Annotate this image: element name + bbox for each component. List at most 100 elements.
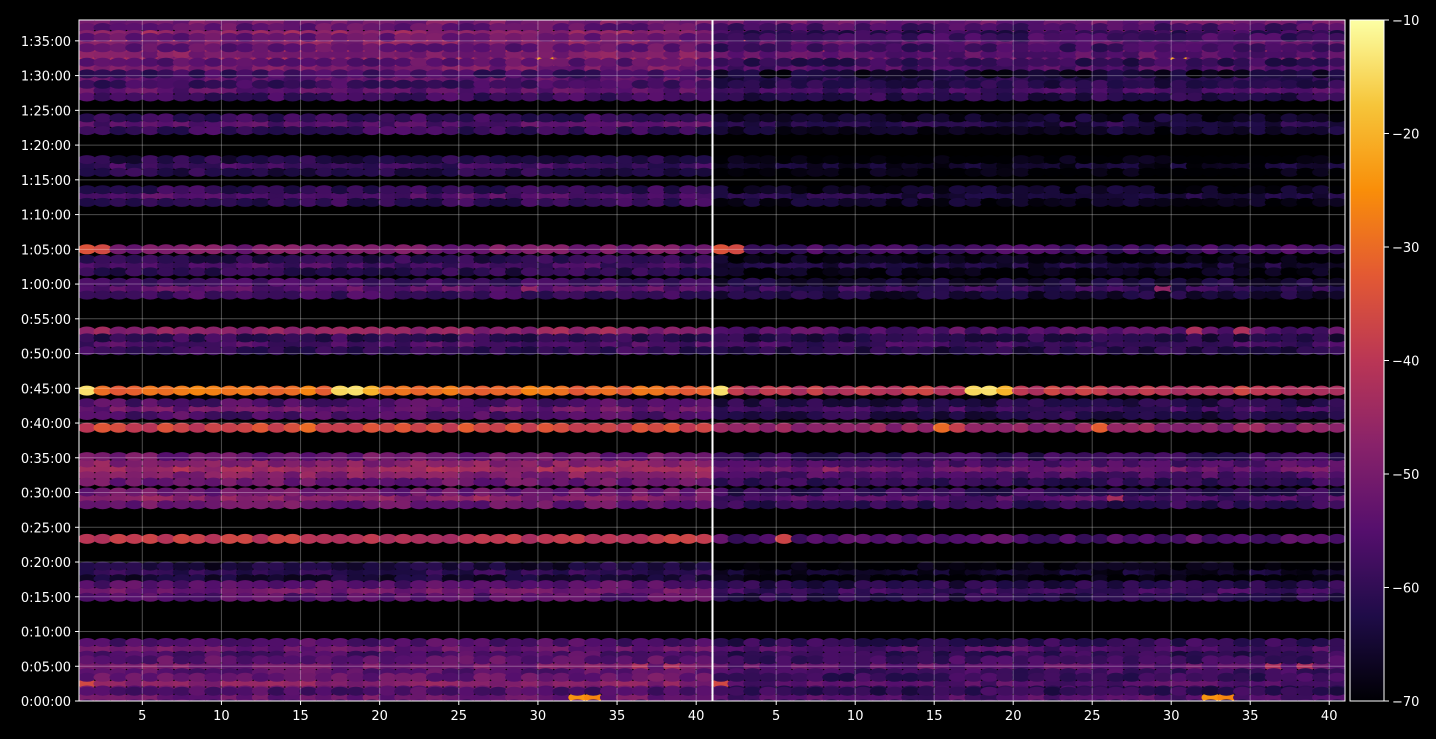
heat-cell-left-band23-r1-x17	[330, 580, 350, 590]
heat-cell-left-band18-r0-x13	[267, 422, 286, 433]
heat-cell-left-band25-r1-x3	[109, 655, 128, 665]
heat-cell-left-band22-r1-x28	[505, 561, 524, 571]
heat-cell-right-band13-r-1-x12	[885, 290, 904, 300]
heat-cell-left-band19-r2-x15	[299, 452, 318, 462]
heat-cell-right-band15-r0-x2	[727, 339, 746, 350]
heat-cell-right-band8-r1-x26	[1106, 113, 1126, 123]
heat-cell-left-band21-r0-x29	[520, 533, 540, 544]
heat-cell-right-band15-r1-x13	[901, 333, 920, 343]
heat-cell-left-band20-r-1-x2	[93, 500, 112, 510]
heat-cell-left-band24-r0-x8	[188, 643, 207, 654]
heat-cell-right-band15-r-1-x28	[1138, 346, 1157, 356]
heat-cell-left-band16-r0-x18	[346, 385, 366, 396]
heat-cell-left-band15-r-1-x28	[505, 346, 524, 356]
heat-cell-left-band16-r0-x37	[647, 385, 666, 396]
heat-cell-right-band15-r-1-x32	[1201, 346, 1220, 356]
heat-cell-right-band7-r1-x16	[948, 79, 968, 89]
heat-cell-right-band12-r-1-x18	[980, 267, 999, 277]
heat-cell-right-band8-r1-x12	[885, 113, 904, 123]
heat-cell-left-band13-r1-x36	[631, 277, 650, 287]
heat-cell-left-band17-r-1-x11	[236, 411, 255, 420]
heat-cell-right-band9-r1-x34	[1233, 155, 1252, 165]
heat-cell-left-band19-r2-x19	[362, 452, 381, 462]
heat-cell-left-band8-r-1-x30	[536, 126, 555, 136]
heat-cell-left-band9-r1-x17	[330, 155, 350, 165]
heat-cell-left-band13-r0-x28	[505, 283, 524, 294]
heat-cell-right-band8-r1-x29	[1154, 113, 1173, 123]
heat-cell-left-band23-r-1-x16	[315, 592, 334, 602]
heat-cell-left-band19-r-2-x16	[315, 477, 334, 487]
heat-cell-left-band15-r-1-x5	[141, 346, 160, 356]
heat-cell-right-band15-r1-x31	[1185, 333, 1205, 343]
heat-cell-right-band11-r0-x26	[1106, 244, 1126, 255]
heat-cell-left-band26-r1-x9	[204, 672, 223, 682]
heat-cell-left-band9-r-1-x37	[647, 167, 666, 177]
heat-cell-left-band19-r2-x38	[663, 452, 682, 462]
heat-cell-left-band17-r-1-x34	[599, 411, 619, 420]
heat-cell-left-band11-r0-x29	[520, 244, 540, 255]
heat-cell-right-band1-r1-x7	[806, 23, 825, 32]
heat-cell-right-band9-r-1-x22	[1043, 167, 1062, 177]
heat-cell-right-band8-r1-x4	[759, 113, 778, 123]
heat-cell-right-band9-r1-x16	[948, 155, 968, 165]
heat-cell-left-band6-r1-x38	[663, 69, 682, 79]
heat-cell-left-band19-r1-x39	[679, 458, 698, 468]
heat-cell-right-band8-r-1-x28	[1138, 126, 1157, 136]
heat-cell-left-band13-r0-x39	[679, 283, 698, 294]
heat-cell-left-band7-r1-x32	[568, 79, 587, 89]
heat-cell-left-band19-r-1-x34	[599, 471, 619, 481]
heat-cell-left-band4-r2-x1	[79, 43, 97, 53]
heat-cell-left-band10-r-1-x27	[489, 197, 508, 207]
heat-cell-right-band11-r0-x3	[743, 244, 762, 255]
heat-cell-left-band8-r1-x37	[647, 113, 666, 123]
heat-cell-left-band7-r1-x25	[457, 79, 476, 89]
heat-cell-right-band13-r-1-x7	[806, 290, 825, 300]
heat-cell-right-band10-r-1-x28	[1138, 197, 1157, 207]
heat-cell-left-band19-r2-x2	[93, 452, 112, 462]
heat-cell-right-band16-r0-x4	[759, 385, 778, 396]
heat-cell-left-band7-r1-x6	[156, 79, 176, 89]
heat-cell-right-band14-r0-x15	[932, 326, 952, 337]
heat-cell-right-band4-r2-x5	[774, 43, 794, 53]
heat-cell-left-band20-r-1-x39	[679, 500, 698, 510]
heat-cell-right-band7-r1-x6	[790, 79, 810, 89]
heat-cell-left-band8-r1-x1	[79, 113, 97, 123]
heat-cell-right-band5-r1-x2	[727, 57, 746, 67]
heat-cell-left-band13-r-1-x35	[615, 290, 635, 300]
heat-cell-right-band8-r-1-x2	[727, 126, 746, 136]
heat-cell-left-band19-r1-x5	[141, 458, 160, 468]
heat-cell-left-band5-r1-x24	[441, 57, 461, 67]
heat-cell-right-band4-r2-x16	[948, 43, 968, 53]
heat-cell-left-band7-r1-x10	[220, 79, 239, 89]
heat-cell-right-band8-r-1-x16	[948, 126, 968, 136]
heat-cell-left-band8-r1-x27	[489, 113, 508, 123]
heat-cell-right-band15-r0-x35	[1248, 339, 1268, 350]
heat-cell-left-band15-r0-x33	[584, 339, 603, 350]
heat-cell-left-band4-r2-x3	[109, 43, 128, 53]
heat-cell-right-band1-r1-x5	[774, 23, 794, 32]
heat-cell-right-band11-r0-x16	[948, 244, 968, 255]
heat-cell-right-band7-r-1-x22	[1043, 92, 1062, 102]
heat-cell-left-band20-r-1-x32	[568, 500, 587, 510]
heat-cell-right-band7-r1-x19	[996, 79, 1015, 89]
heat-cell-left-band13-r1-x4	[125, 277, 144, 287]
heat-cell-right-band4-r2-x22	[1043, 43, 1062, 53]
heat-cell-left-band19-r-1-x28	[505, 471, 524, 481]
heat-cell-left-band17-r-1-x35	[615, 411, 635, 420]
heat-cell-right-band6-r1-x16	[948, 69, 968, 79]
heat-cell-right-band14-r0-x38	[1296, 326, 1315, 337]
heat-cell-left-band17-r1-x1	[79, 398, 97, 408]
heat-cell-left-band6-r1-x18	[346, 69, 366, 79]
heat-cell-left-band13-r-1-x24	[441, 290, 461, 300]
heat-cell-left-band20-r-1-x21	[394, 500, 413, 510]
heat-cell-right-band12-r-1-x5	[774, 267, 794, 277]
heat-cell-left-band27-r1-x19	[362, 686, 381, 696]
heat-cell-left-band10-r-1-x35	[615, 197, 635, 207]
heat-cell-left-band24-r1-x38	[663, 638, 682, 647]
heat-cell-right-band15-r0-x10	[853, 339, 873, 350]
heat-cell-right-band5-r1-x23	[1059, 57, 1078, 67]
heat-cell-left-band13-r0-x4	[125, 283, 144, 294]
heat-cell-right-band13-r0-x13	[901, 283, 920, 294]
heat-cell-left-band7-r1-x17	[330, 79, 350, 89]
heat-cell-left-band19-r-2-x8	[188, 477, 207, 487]
